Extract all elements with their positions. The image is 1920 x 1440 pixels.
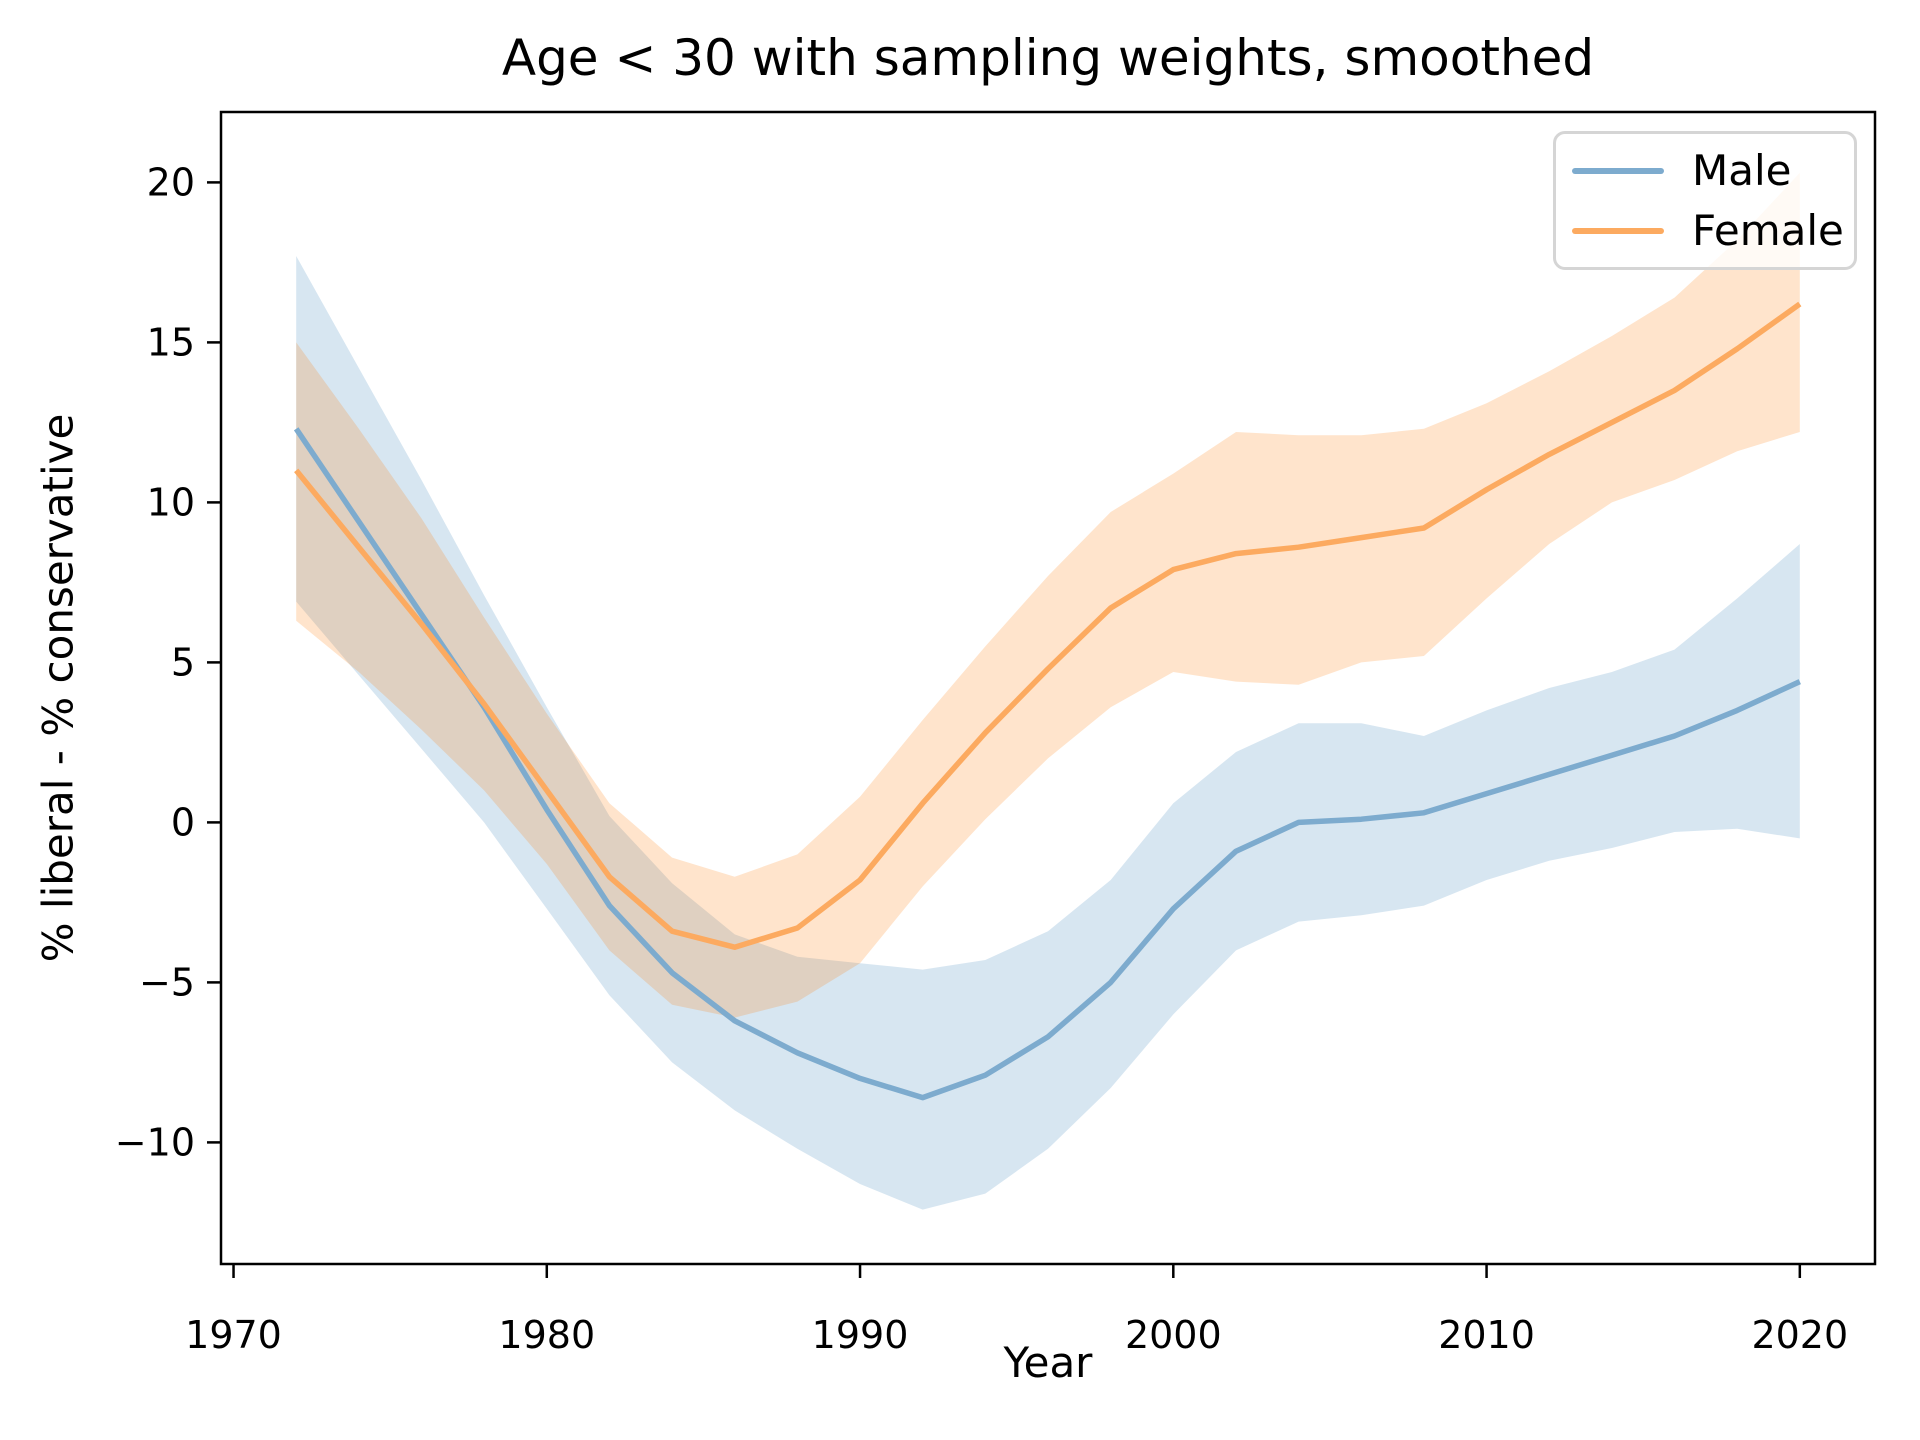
legend-label-female: Female <box>1692 205 1844 255</box>
x-axis-label: Year <box>1003 1338 1093 1387</box>
male-line <box>293 427 1801 1101</box>
male-line-swatch <box>1572 167 1664 174</box>
x-tick-label: 2010 <box>1438 1313 1535 1357</box>
female-line-swatch <box>1572 227 1664 234</box>
y-tick-label: −5 <box>139 960 195 1004</box>
y-axis-label: % liberal - % conservative <box>33 413 83 963</box>
legend-item-male: Male <box>1572 145 1836 195</box>
legend-label-male: Male <box>1692 145 1792 195</box>
y-tick-label: 10 <box>147 480 195 524</box>
plot-frame <box>219 110 1877 1266</box>
chart-title: Age < 30 with sampling weights, smoothed <box>501 29 1595 87</box>
y-tick-label: −10 <box>115 1120 195 1164</box>
legend: Male Female <box>1553 131 1857 270</box>
female-confidence-band <box>296 172 1800 1018</box>
x-tick-label: 2020 <box>1751 1313 1848 1357</box>
y-tick-label: 5 <box>171 640 195 684</box>
y-tick-label: 15 <box>147 320 195 364</box>
confidence-bands <box>296 172 1800 1210</box>
data-lines <box>293 301 1802 1101</box>
x-tick-label: 1970 <box>185 1313 282 1357</box>
x-tick-label: 1980 <box>498 1313 595 1357</box>
legend-item-female: Female <box>1572 209 1844 252</box>
x-tick-label: 2000 <box>1125 1313 1222 1357</box>
y-tick-label: 20 <box>147 160 195 204</box>
y-tick-label: 0 <box>171 800 195 844</box>
female-line <box>294 301 1802 950</box>
x-tick-label: 1990 <box>812 1313 909 1357</box>
